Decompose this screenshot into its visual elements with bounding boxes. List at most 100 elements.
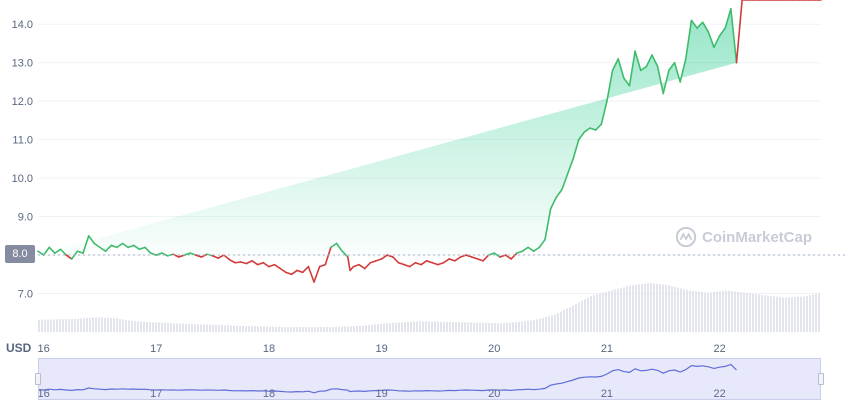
volume-bar (629, 285, 631, 332)
volume-bar (476, 322, 478, 332)
price-line-segment (662, 69, 670, 95)
watermark-text: CoinMarketCap (702, 228, 813, 246)
volume-bar (521, 321, 523, 332)
price-line-segment (104, 244, 113, 253)
volume-bar (350, 326, 352, 332)
price-line-segment (437, 261, 445, 266)
price-line-segment (634, 50, 642, 72)
range-navigator[interactable] (38, 358, 821, 400)
price-line-segment (442, 258, 451, 264)
volume-bar (77, 318, 79, 332)
volume-bar (515, 322, 517, 332)
volume-bar (392, 322, 394, 332)
price-line-segment (318, 263, 327, 268)
price-line-segment (707, 31, 715, 49)
volume-bar (185, 323, 187, 332)
volume-bar (497, 323, 499, 332)
volume-bar (677, 287, 679, 332)
price-line-segment (425, 260, 434, 264)
volume-bar (410, 321, 412, 332)
volume-bar (245, 326, 247, 332)
price-line-segment (504, 254, 512, 260)
volume-bar (587, 297, 589, 332)
price-line-segment (285, 271, 293, 276)
volume-bar (260, 326, 262, 332)
volume-bar (485, 322, 487, 332)
volume-bar (800, 296, 802, 332)
volume-bar (458, 322, 460, 332)
price-line-segment (577, 131, 586, 141)
volume-bar (323, 327, 325, 332)
volume-bar (212, 324, 214, 332)
volume-bar (365, 325, 367, 332)
volume-bar (788, 297, 790, 332)
volume-bar (113, 318, 115, 332)
price-line-segment (183, 252, 191, 256)
price-line-segment (639, 65, 648, 72)
price-line-segment (330, 242, 338, 249)
price-line-segment (651, 54, 659, 68)
price-line-segment (701, 21, 710, 33)
volume-bar (797, 296, 799, 332)
price-line-segment (600, 100, 608, 126)
volume-bar (170, 323, 172, 332)
price-line-segment (313, 265, 321, 283)
volume-bar (566, 308, 568, 332)
volume-bar (794, 297, 796, 332)
volume-bar (305, 327, 307, 332)
x-tick-label: 20 (488, 343, 500, 355)
volume-bar (755, 294, 757, 332)
volume-bar (761, 294, 763, 332)
price-line-segment (448, 258, 456, 262)
navigator-left-handle[interactable] (35, 373, 41, 385)
volume-bar (419, 321, 421, 332)
volume-bar (119, 318, 121, 332)
price-line-segment (256, 261, 265, 266)
volume-bar (230, 325, 232, 332)
volume-bar (134, 321, 136, 332)
volume-bar (227, 325, 229, 332)
price-line-segment (561, 173, 569, 191)
volume-bar (635, 284, 637, 332)
navigator-right-handle[interactable] (818, 373, 824, 385)
price-line-segment (349, 265, 355, 272)
volume-bar (548, 316, 550, 332)
volume-bar (68, 318, 70, 332)
volume-bar (656, 283, 658, 332)
volume-bar (728, 290, 730, 332)
price-line-segment (493, 252, 501, 258)
price-line-segment (166, 253, 174, 257)
volume-bar (551, 315, 553, 332)
price-line-segment (476, 258, 484, 262)
volume-bar (722, 290, 724, 332)
volume-bar (389, 323, 391, 332)
volume-bar (356, 325, 358, 332)
price-line-segment (730, 8, 738, 64)
price-line-segment (82, 235, 90, 254)
volume-bar (269, 326, 271, 332)
volume-bar (692, 290, 694, 332)
price-line-segment (555, 188, 563, 199)
price-line-segment (116, 242, 124, 249)
volume-bar (809, 295, 811, 332)
volume-bar (278, 326, 280, 332)
volume-bar (200, 324, 202, 332)
volume-bar (488, 322, 490, 332)
volume-bar (668, 285, 670, 332)
price-line-segment (54, 248, 62, 254)
price-line-segment (549, 196, 558, 210)
price-line-segment (690, 19, 698, 29)
volume-bar (740, 292, 742, 332)
y-tick-label: 9.0 (18, 212, 33, 224)
price-line-segment (155, 252, 163, 256)
volume-bar (644, 283, 646, 332)
price-line-segment (369, 260, 377, 264)
x-tick-label: 16 (38, 343, 50, 355)
price-line-segment (696, 21, 704, 29)
volume-bar (482, 322, 484, 332)
volume-bar (632, 285, 634, 332)
volume-bar (404, 322, 406, 332)
price-line-segment (341, 250, 349, 258)
